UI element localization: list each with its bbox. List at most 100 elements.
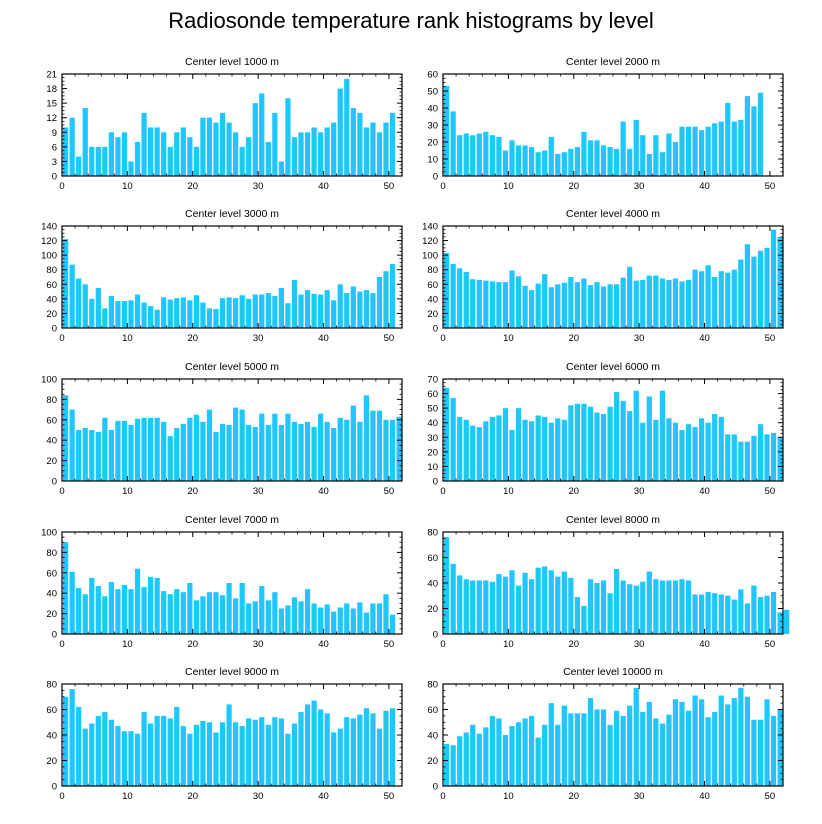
bar bbox=[357, 421, 363, 481]
bar bbox=[344, 293, 350, 328]
bar bbox=[252, 426, 258, 481]
bar bbox=[200, 302, 206, 328]
bar bbox=[239, 583, 245, 634]
bar bbox=[607, 724, 613, 786]
bar bbox=[489, 135, 496, 176]
bar bbox=[542, 150, 548, 176]
x-tick-label: 10 bbox=[122, 181, 133, 192]
bar bbox=[233, 298, 239, 328]
x-tick-label: 40 bbox=[318, 181, 329, 192]
bar bbox=[350, 286, 356, 328]
bar bbox=[141, 302, 147, 328]
bar bbox=[219, 112, 226, 176]
histogram-panel-3: Center level 3000 m 0 20 40 60 80 100 120 140 0 10… bbox=[41, 208, 403, 344]
bar bbox=[548, 287, 554, 328]
x-tick-label: 0 bbox=[440, 486, 445, 497]
bar bbox=[370, 713, 376, 786]
x-tick-label: 30 bbox=[634, 486, 645, 497]
bar bbox=[607, 284, 613, 328]
x-tick-label: 50 bbox=[384, 791, 395, 802]
y-tick-label: 0 bbox=[433, 324, 438, 335]
bar bbox=[63, 395, 69, 481]
bar bbox=[134, 294, 141, 328]
bar bbox=[489, 416, 496, 481]
bar bbox=[581, 403, 587, 481]
x-tick-label: 40 bbox=[318, 333, 329, 344]
bar bbox=[272, 295, 278, 328]
x-tick-label: 20 bbox=[568, 791, 579, 802]
bar bbox=[770, 229, 777, 328]
y-tick-label: 100 bbox=[41, 251, 57, 262]
x-tick-label: 0 bbox=[440, 639, 445, 650]
bar bbox=[555, 284, 561, 328]
bar bbox=[259, 413, 265, 481]
bar bbox=[121, 420, 128, 481]
bar bbox=[764, 595, 770, 634]
bar bbox=[76, 706, 82, 786]
bar bbox=[134, 568, 141, 634]
bar bbox=[219, 595, 226, 634]
bar bbox=[535, 283, 541, 328]
bar bbox=[102, 308, 108, 328]
bar bbox=[200, 596, 206, 634]
bar bbox=[331, 300, 337, 328]
bar bbox=[529, 421, 535, 481]
bar bbox=[318, 709, 324, 786]
bar bbox=[285, 303, 291, 328]
bar bbox=[128, 589, 134, 634]
y-tick-label: 0 bbox=[52, 630, 57, 641]
bar bbox=[496, 282, 502, 328]
y-tick-label: 0 bbox=[52, 477, 57, 488]
bar bbox=[141, 587, 147, 634]
bar bbox=[95, 586, 101, 634]
bar bbox=[620, 580, 626, 634]
bar bbox=[757, 424, 764, 481]
bar bbox=[659, 723, 666, 786]
y-tick-label: 100 bbox=[41, 528, 57, 539]
y-tick-label: 20 bbox=[46, 756, 57, 767]
bar bbox=[154, 127, 160, 176]
bar bbox=[529, 290, 535, 328]
bar bbox=[89, 298, 95, 328]
y-tick-label: 30 bbox=[427, 121, 438, 132]
bar bbox=[95, 432, 101, 481]
bar bbox=[548, 570, 554, 634]
bar bbox=[63, 239, 69, 328]
bar bbox=[174, 132, 180, 176]
histogram-panel-6: Center level 6000 m 0 10 20 30 40 50 60 70 0 10 20 3… bbox=[427, 361, 784, 497]
bar bbox=[522, 419, 528, 481]
bar bbox=[515, 276, 522, 328]
bar bbox=[148, 127, 154, 176]
bar bbox=[344, 717, 350, 786]
x-tick-label: 20 bbox=[568, 639, 579, 650]
bar bbox=[278, 718, 285, 786]
histogram-panel-8: Center level 8000 m 0 20 40 60 80 0 10 20 30 40 50 bbox=[427, 514, 790, 650]
x-tick-label: 10 bbox=[503, 333, 514, 344]
bar bbox=[731, 434, 737, 481]
bar bbox=[489, 581, 496, 634]
bar bbox=[463, 271, 469, 328]
y-tick-label: 21 bbox=[46, 70, 57, 81]
bar bbox=[337, 88, 343, 176]
bar bbox=[646, 153, 652, 176]
bar bbox=[712, 277, 718, 328]
bar bbox=[324, 604, 330, 634]
bar bbox=[640, 581, 646, 634]
bar bbox=[738, 589, 744, 635]
x-tick-label: 40 bbox=[699, 639, 710, 650]
y-tick-label: 80 bbox=[46, 548, 57, 559]
bar bbox=[331, 611, 337, 634]
bar bbox=[529, 147, 535, 176]
bar bbox=[581, 278, 587, 328]
y-tick-label: 0 bbox=[433, 477, 438, 488]
bar bbox=[444, 387, 450, 481]
x-tick-label: 0 bbox=[59, 333, 64, 344]
bar bbox=[620, 121, 626, 176]
bar bbox=[89, 146, 95, 176]
bar bbox=[620, 400, 626, 481]
bar bbox=[594, 709, 600, 786]
bar bbox=[193, 295, 200, 328]
bar bbox=[614, 284, 620, 328]
bar bbox=[76, 588, 82, 634]
x-tick-label: 20 bbox=[187, 333, 198, 344]
